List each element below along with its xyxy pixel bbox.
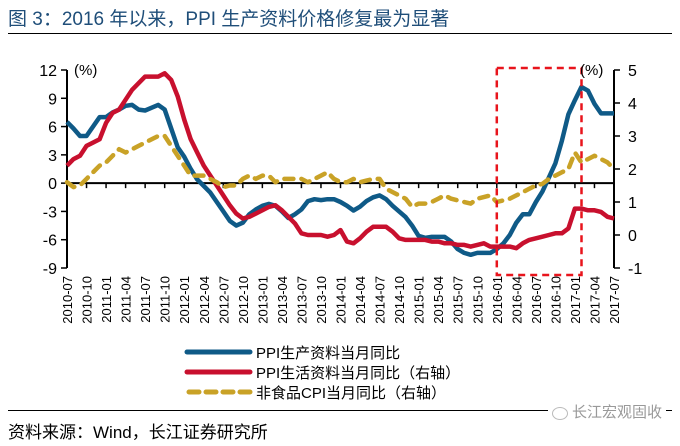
- watermark-text: 长江宏观固收: [572, 404, 663, 421]
- x-axis-tick-label: 2015-07: [451, 276, 466, 324]
- series-cpi-nonfood-line: [64, 133, 617, 210]
- legend-label-ppi-producer: PPI生产资料当月同比: [256, 345, 400, 362]
- x-axis-tick-label: 2016-04: [509, 276, 524, 324]
- legend-label-ppi-consumer: PPI生活资料当月同比（右轴）: [256, 365, 460, 382]
- x-axis-tick-label: 2016-07: [529, 276, 544, 324]
- watermark: 长江宏观固收: [548, 401, 667, 422]
- left-axis-tick-label: 3: [48, 148, 57, 165]
- x-axis-tick-label: 2013-04: [275, 276, 290, 324]
- left-axis-unit: (%): [74, 62, 97, 79]
- x-axis-tick-label: 2011-07: [138, 276, 153, 323]
- chart-title: 图 3：2016 年以来，PPI 生产资料价格修复最为显著: [8, 9, 450, 30]
- x-axis-tick-label: 2011-04: [119, 276, 134, 323]
- legend: PPI生产资料当月同比 PPI生活资料当月同比（右轴） 非食品CPI当月同比（右…: [184, 345, 460, 402]
- left-axis-tick-label: 9: [48, 91, 57, 108]
- series-layer: [64, 71, 617, 258]
- footer-divider: [8, 410, 672, 411]
- x-axis-tick-label: 2012-07: [216, 276, 231, 324]
- x-axis-tick-label: 2014-10: [392, 276, 407, 324]
- x-axis-tick-label: 2010-07: [60, 276, 75, 324]
- source-note: 资料来源：Wind，长江证券研究所: [8, 423, 268, 442]
- left-axis-tick-label: 0: [48, 176, 57, 193]
- right-axis-tick-label: 0: [628, 228, 637, 245]
- x-axis-tick-label: 2010-10: [80, 276, 95, 324]
- x-axis-tick-label: 2012-01: [177, 276, 192, 324]
- right-axis-unit: (%): [580, 62, 603, 79]
- axes-group: 12 9 6 3 0 -3 -6 -9 5 4 3 2 1 0 -1 2010-07 2010-10 2011-0…: [39, 63, 642, 324]
- x-axis-tick-label: 2016-01: [490, 276, 505, 324]
- x-axis-tick-label: 2015-01: [412, 276, 427, 324]
- x-axis-tick-label: 2014-04: [353, 276, 368, 324]
- x-axis-tick-label: 2015-10: [470, 276, 485, 324]
- left-axis-tick-label: 12: [39, 63, 57, 80]
- right-axis-tick-label: 4: [628, 96, 637, 113]
- title-divider: [8, 33, 672, 34]
- x-axis-tick-label: 2011-10: [158, 276, 173, 323]
- x-axis-tick-label: 2012-10: [236, 276, 251, 324]
- left-axis-tick-label: -3: [43, 204, 57, 221]
- right-axis-tick-label: 3: [628, 129, 637, 146]
- x-axis-tick-label: 2012-04: [197, 276, 212, 324]
- x-axis-tick-label: 2014-01: [334, 276, 349, 324]
- left-axis-tick-label: -9: [43, 261, 57, 278]
- x-axis-tick-label: 2013-01: [255, 276, 270, 324]
- series-ppi-consumer-line: [65, 71, 615, 251]
- left-axis-tick-label: 6: [48, 120, 57, 137]
- wechat-icon: [552, 406, 568, 420]
- x-axis-tick-label: 2015-04: [431, 276, 446, 324]
- left-axis-tick-label: -6: [43, 233, 57, 250]
- x-axis-tick-label: 2017-07: [607, 276, 622, 324]
- x-axis-tick-label: 2013-07: [294, 276, 309, 324]
- x-axis-tick-label: 2017-01: [568, 276, 583, 324]
- highlight-box: [495, 66, 583, 277]
- legend-label-cpi-nonfood: 非食品CPI当月同比（右轴）: [256, 385, 446, 402]
- right-axis-tick-label: -1: [628, 261, 642, 278]
- x-axis-tick-label: 2014-07: [373, 276, 388, 324]
- x-axis-tick-label: 2017-04: [587, 276, 602, 324]
- x-axis-tick-label: 2013-10: [314, 276, 329, 324]
- right-axis-tick-label: 1: [628, 195, 637, 212]
- x-axis-tick-label: 2016-10: [548, 276, 563, 324]
- x-axis-tick-label: 2011-01: [99, 276, 114, 323]
- right-axis-tick-label: 2: [628, 162, 637, 179]
- highlight-layer: [495, 66, 583, 277]
- right-axis-tick-label: 5: [628, 63, 637, 80]
